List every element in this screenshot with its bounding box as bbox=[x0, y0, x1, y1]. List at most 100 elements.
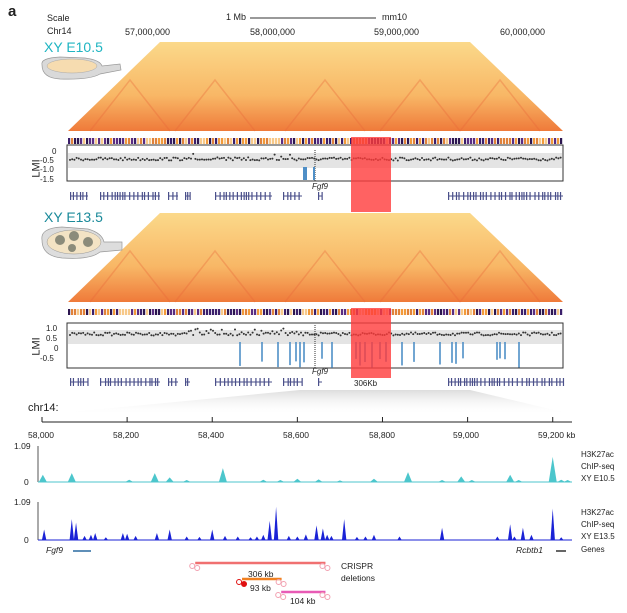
compartment-bar bbox=[272, 309, 275, 315]
lmi-point bbox=[436, 333, 439, 336]
lmi-point bbox=[192, 152, 195, 155]
compartment-bar bbox=[137, 138, 140, 144]
chip-peak bbox=[276, 480, 285, 482]
lmi-point bbox=[341, 331, 344, 334]
sample-label: XY E13.5 bbox=[44, 209, 103, 225]
compartment-bar bbox=[281, 309, 284, 315]
gene-exon bbox=[143, 192, 146, 200]
lmi-tick: 0 bbox=[54, 344, 59, 353]
chip-peak bbox=[363, 536, 368, 540]
gene-exon bbox=[498, 378, 501, 386]
chip-peak bbox=[520, 527, 526, 540]
compartment-bar bbox=[314, 309, 317, 315]
chip-peak bbox=[93, 533, 98, 540]
lmi-point bbox=[242, 157, 245, 160]
lmi-point bbox=[544, 333, 547, 336]
compartment-bar bbox=[413, 309, 416, 315]
compartment-bar bbox=[80, 309, 83, 315]
gene-exon bbox=[472, 192, 475, 200]
compartment-bar bbox=[293, 138, 296, 144]
gene-exon bbox=[171, 378, 173, 386]
grna-icon bbox=[324, 594, 331, 600]
compartment-bar bbox=[437, 138, 440, 144]
gene-exon bbox=[248, 192, 250, 200]
lmi-point bbox=[513, 333, 516, 336]
lmi-point bbox=[119, 334, 122, 337]
chip-peak bbox=[550, 508, 555, 540]
compartment-bar bbox=[254, 309, 257, 315]
compartment-bar bbox=[107, 309, 110, 315]
tad-boundary bbox=[459, 249, 541, 303]
compartment-bar bbox=[71, 309, 74, 315]
chip-peak bbox=[167, 529, 172, 540]
compartment-bar bbox=[143, 138, 146, 144]
sample-label: XY E10.5 bbox=[44, 39, 103, 55]
lmi-point bbox=[478, 157, 481, 160]
lmi-point bbox=[394, 333, 397, 336]
compartment-bar bbox=[176, 309, 179, 315]
track-min: 0 bbox=[24, 535, 29, 545]
deletion-highlight bbox=[351, 137, 391, 212]
lmi-point bbox=[196, 158, 199, 161]
compartment-bar bbox=[143, 309, 146, 315]
lmi-point bbox=[476, 159, 478, 162]
gene-exon bbox=[239, 378, 241, 386]
lmi-point bbox=[339, 334, 342, 337]
lmi-point bbox=[542, 157, 544, 160]
gene-exon bbox=[318, 192, 320, 200]
gene-exon bbox=[484, 378, 486, 386]
chip-peak bbox=[563, 480, 572, 482]
gene-exon bbox=[471, 378, 474, 386]
lmi-point bbox=[394, 157, 397, 160]
chip-peak bbox=[182, 480, 191, 482]
compartment-bar bbox=[452, 138, 455, 144]
lmi-point bbox=[236, 157, 239, 160]
gene-exon bbox=[287, 378, 289, 386]
lmi-point bbox=[304, 331, 307, 334]
compartment-bar bbox=[524, 309, 527, 315]
compartment-bar bbox=[152, 138, 155, 144]
lmi-point bbox=[535, 332, 538, 335]
lmi-point bbox=[275, 158, 278, 161]
chip-peak bbox=[559, 537, 564, 540]
compartment-bar bbox=[551, 138, 554, 144]
lmi-point bbox=[315, 333, 318, 336]
lmi-point bbox=[148, 331, 151, 334]
lmi-point bbox=[531, 158, 533, 161]
gene-exon bbox=[185, 378, 187, 386]
lmi-point bbox=[88, 333, 91, 336]
zoom-tick: 59,000 bbox=[453, 430, 479, 440]
lmi-point bbox=[97, 156, 100, 159]
compartment-bar bbox=[197, 138, 200, 144]
lmi-point bbox=[278, 333, 280, 336]
lmi-point bbox=[71, 158, 74, 161]
lmi-point bbox=[401, 156, 404, 159]
lmi-point bbox=[517, 332, 520, 335]
gene-exon bbox=[251, 192, 253, 200]
lmi-point bbox=[471, 333, 474, 336]
lmi-point bbox=[273, 332, 276, 335]
lmi-point bbox=[429, 333, 432, 336]
gene-exon bbox=[509, 192, 511, 200]
chip-peak bbox=[82, 535, 87, 540]
lmi-point bbox=[121, 333, 124, 336]
lmi-point bbox=[113, 332, 115, 335]
chip-peak bbox=[548, 456, 557, 482]
compartment-bar bbox=[158, 138, 161, 144]
compartment-bar bbox=[326, 138, 329, 144]
gene-exon bbox=[100, 378, 102, 386]
gene-exon bbox=[245, 192, 247, 200]
chip-peak bbox=[41, 529, 47, 540]
lmi-point bbox=[181, 332, 184, 335]
compartment-bar bbox=[326, 309, 329, 315]
gene-exon bbox=[103, 192, 105, 200]
lmi-point bbox=[489, 157, 492, 160]
chip-peak bbox=[512, 536, 517, 540]
compartment-bar bbox=[500, 309, 503, 315]
lmi-point bbox=[216, 156, 219, 159]
lmi-point bbox=[179, 159, 181, 162]
compartment-bar bbox=[266, 138, 269, 144]
lmi-point bbox=[500, 332, 503, 335]
gene-exon bbox=[111, 192, 113, 200]
